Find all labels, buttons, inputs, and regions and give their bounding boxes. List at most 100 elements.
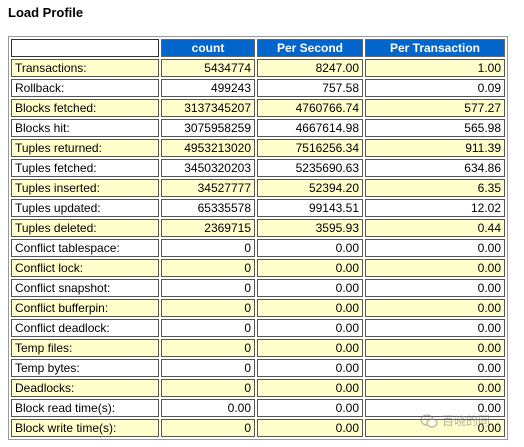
row-per-second: 4667614.98 <box>257 119 363 137</box>
row-per-transaction: 0.00 <box>365 379 505 397</box>
wechat-icon <box>420 413 438 428</box>
watermark-text: 百晓的同 <box>442 414 491 428</box>
row-label: Temp bytes: <box>11 359 159 377</box>
row-per-transaction: 0.00 <box>365 259 505 277</box>
table-row: Block write time(s): 0 0.00 0.00 <box>11 419 505 437</box>
row-per-transaction: 0.09 <box>365 79 505 97</box>
row-count: 5434774 <box>161 59 255 77</box>
row-per-second: 0.00 <box>257 359 363 377</box>
table-row: Temp bytes: 0 0.00 0.00 <box>11 359 505 377</box>
row-label: Tuples inserted: <box>11 179 159 197</box>
row-count: 0 <box>161 279 255 297</box>
row-per-transaction: 0.44 <box>365 219 505 237</box>
row-count: 0 <box>161 299 255 317</box>
row-per-transaction: 0.00 <box>365 339 505 357</box>
row-label: Conflict tablespace: <box>11 239 159 257</box>
header-per-second: Per Second <box>257 39 363 57</box>
row-per-transaction: 0.00 <box>365 279 505 297</box>
table-row: Deadlocks: 0 0.00 0.00 <box>11 379 505 397</box>
row-count: 3137345207 <box>161 99 255 117</box>
row-per-second: 4760766.74 <box>257 99 363 117</box>
row-per-second: 757.58 <box>257 79 363 97</box>
table-row: Tuples returned: 4953213020 7516256.34 9… <box>11 139 505 157</box>
header-count: count <box>161 39 255 57</box>
row-count: 499243 <box>161 79 255 97</box>
table-row: Conflict lock: 0 0.00 0.00 <box>11 259 505 277</box>
row-label: Conflict snapshot: <box>11 279 159 297</box>
row-count: 0 <box>161 379 255 397</box>
row-label: Tuples deleted: <box>11 219 159 237</box>
row-per-second: 5235690.63 <box>257 159 363 177</box>
row-per-second: 0.00 <box>257 339 363 357</box>
row-count: 4953213020 <box>161 139 255 157</box>
load-profile-table: count Per Second Per Transaction Transac… <box>8 36 508 440</box>
row-label: Conflict bufferpin: <box>11 299 159 317</box>
header-blank <box>11 39 159 57</box>
row-count: 0 <box>161 319 255 337</box>
row-per-second: 0.00 <box>257 239 363 257</box>
row-label: Conflict deadlock: <box>11 319 159 337</box>
page-title: Load Profile <box>8 5 84 20</box>
table-row: Conflict tablespace: 0 0.00 0.00 <box>11 239 505 257</box>
row-count: 0.00 <box>161 399 255 417</box>
row-label: Blocks hit: <box>11 119 159 137</box>
row-per-second: 3595.93 <box>257 219 363 237</box>
table-row: Tuples fetched: 3450320203 5235690.63 63… <box>11 159 505 177</box>
row-label: Rollback: <box>11 79 159 97</box>
row-count: 0 <box>161 239 255 257</box>
table-row: Tuples deleted: 2369715 3595.93 0.44 <box>11 219 505 237</box>
table-row: Transactions: 5434774 8247.00 1.00 <box>11 59 505 77</box>
row-label: Block read time(s): <box>11 399 159 417</box>
table-row: Rollback: 499243 757.58 0.09 <box>11 79 505 97</box>
table-row: Conflict bufferpin: 0 0.00 0.00 <box>11 299 505 317</box>
row-per-transaction: 0.00 <box>365 239 505 257</box>
row-per-second: 99143.51 <box>257 199 363 217</box>
row-per-transaction: 0.00 <box>365 399 505 417</box>
table-row: Temp files: 0 0.00 0.00 <box>11 339 505 357</box>
row-per-transaction: 6.35 <box>365 179 505 197</box>
table-row: Block read time(s): 0.00 0.00 0.00 <box>11 399 505 417</box>
row-count: 3075958259 <box>161 119 255 137</box>
row-per-second: 7516256.34 <box>257 139 363 157</box>
row-count: 34527777 <box>161 179 255 197</box>
table-row: Tuples inserted: 34527777 52394.20 6.35 <box>11 179 505 197</box>
table-row: Conflict deadlock: 0 0.00 0.00 <box>11 319 505 337</box>
table-row: Tuples updated: 65335578 99143.51 12.02 <box>11 199 505 217</box>
row-label: Deadlocks: <box>11 379 159 397</box>
row-label: Blocks fetched: <box>11 99 159 117</box>
table-row: Conflict snapshot: 0 0.00 0.00 <box>11 279 505 297</box>
row-count: 0 <box>161 419 255 437</box>
row-label: Conflict lock: <box>11 259 159 277</box>
row-per-second: 0.00 <box>257 319 363 337</box>
table-row: Blocks fetched: 3137345207 4760766.74 57… <box>11 99 505 117</box>
row-per-transaction: 1.00 <box>365 59 505 77</box>
row-count: 2369715 <box>161 219 255 237</box>
row-per-second: 52394.20 <box>257 179 363 197</box>
row-per-transaction: 0.00 <box>365 299 505 317</box>
row-per-transaction: 0.00 <box>365 319 505 337</box>
row-count: 0 <box>161 259 255 277</box>
row-label: Transactions: <box>11 59 159 77</box>
row-label: Tuples fetched: <box>11 159 159 177</box>
table-header-row: count Per Second Per Transaction <box>11 39 505 57</box>
row-per-second: 0.00 <box>257 299 363 317</box>
row-per-second: 0.00 <box>257 419 363 437</box>
row-per-transaction: 12.02 <box>365 199 505 217</box>
row-label: Tuples updated: <box>11 199 159 217</box>
header-per-transaction: Per Transaction <box>365 39 505 57</box>
row-label: Temp files: <box>11 339 159 357</box>
row-per-second: 8247.00 <box>257 59 363 77</box>
row-per-transaction: 634.86 <box>365 159 505 177</box>
row-per-transaction: 577.27 <box>365 99 505 117</box>
row-per-transaction: 565.98 <box>365 119 505 137</box>
row-label: Tuples returned: <box>11 139 159 157</box>
row-per-second: 0.00 <box>257 279 363 297</box>
row-label: Block write time(s): <box>11 419 159 437</box>
row-count: 3450320203 <box>161 159 255 177</box>
watermark: 百晓的同 <box>420 412 490 429</box>
row-count: 0 <box>161 339 255 357</box>
row-count: 0 <box>161 359 255 377</box>
row-per-second: 0.00 <box>257 399 363 417</box>
table-row: Blocks hit: 3075958259 4667614.98 565.98 <box>11 119 505 137</box>
row-per-second: 0.00 <box>257 379 363 397</box>
